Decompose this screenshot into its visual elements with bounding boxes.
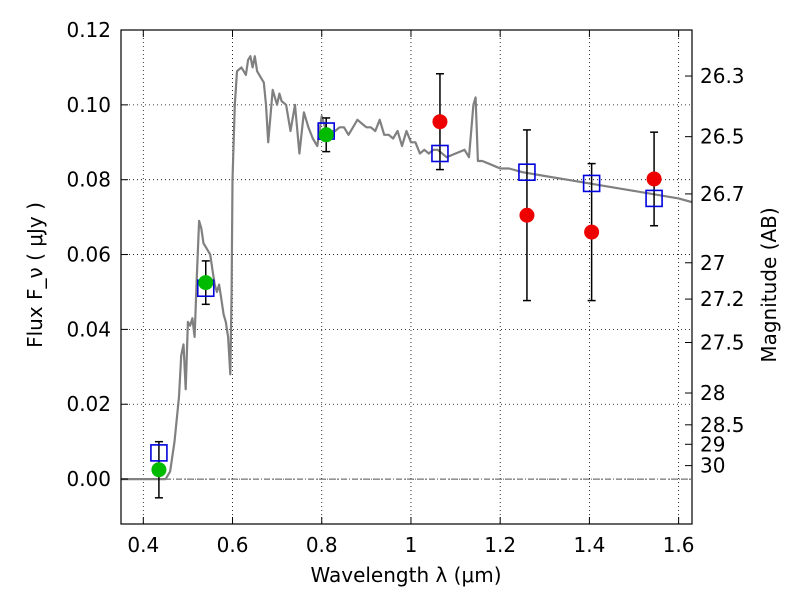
y2-tick-label: 27.5	[700, 330, 745, 354]
plot-area	[121, 55, 692, 499]
y-axis-label: Flux F_ν ( μJy )	[23, 202, 47, 348]
red-data-point	[646, 171, 662, 187]
x-tick-label: 1.4	[573, 533, 605, 557]
green-data-point	[198, 275, 214, 291]
model-photometry-box	[518, 163, 536, 182]
y2-tick-label: 27.2	[700, 287, 745, 311]
plot-layer	[121, 55, 692, 499]
y2-tick-label: 26.7	[700, 182, 745, 206]
y2-tick-label: 27	[700, 251, 725, 275]
model-spectrum-line	[121, 55, 692, 481]
y2-tick-label: 26.3	[700, 64, 745, 88]
axes-layer: 0.4 0.6 0.8 1 1.2 1.4 1.6 0.00 0.02 0.04 0.06 0.08 0…	[66, 18, 744, 557]
x-tick-label: 0.4	[127, 533, 159, 557]
model-photometry-box	[431, 144, 449, 163]
model-photometry-box	[645, 189, 663, 208]
x-axis-label: Wavelength λ (μm)	[310, 563, 501, 587]
model-photometry-box	[582, 174, 601, 193]
y2-tick-label: 28	[700, 381, 725, 405]
y2-tick-label: 28.5	[700, 413, 745, 437]
y-tick-label: 0.04	[66, 317, 111, 341]
y2-tick-label: 30	[700, 454, 725, 478]
y-tick-label: 0.10	[66, 93, 111, 117]
green-data-point	[151, 462, 167, 478]
y-tick-label: 0.12	[66, 18, 111, 42]
x-tick-label: 0.8	[306, 533, 338, 557]
y2-tick-label: 29	[700, 432, 725, 456]
red-data-point	[519, 207, 535, 223]
y-tick-label: 0.08	[66, 168, 111, 192]
x-tick-label: 1	[405, 533, 418, 557]
y2-axis-label: Magnitude (AB)	[757, 207, 781, 362]
red-data-point	[584, 224, 600, 240]
plot-frame	[120, 29, 693, 525]
x-tick-label: 0.6	[217, 533, 249, 557]
y-tick-label: 0.00	[66, 467, 111, 491]
y2-tick-label: 26.5	[700, 125, 745, 149]
x-tick-label: 1.2	[484, 533, 516, 557]
model-photometry-box	[150, 444, 168, 462]
x-tick-label: 1.6	[663, 533, 695, 557]
y-tick-label: 0.02	[66, 392, 111, 416]
red-data-point	[432, 114, 448, 130]
green-data-point	[318, 127, 334, 143]
y-tick-label: 0.06	[66, 243, 111, 267]
